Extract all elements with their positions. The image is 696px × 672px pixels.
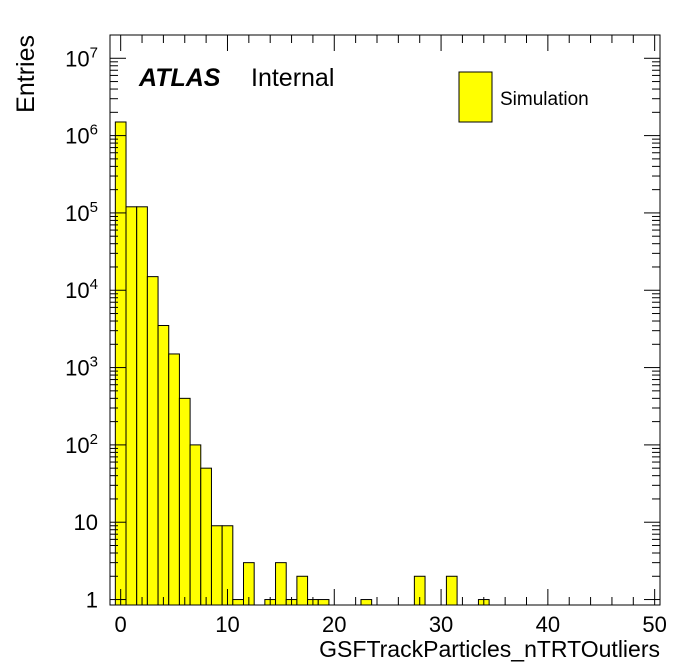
histogram-bar	[178, 397, 191, 606]
histogram-bar	[114, 121, 127, 606]
histogram-bar	[168, 353, 180, 606]
x-tick-label: 10	[215, 612, 239, 637]
y-tick-label: 103	[65, 354, 98, 381]
legend-swatch	[458, 71, 493, 123]
histogram-bar	[296, 575, 309, 606]
y-tick-label: 105	[65, 199, 98, 226]
histogram-bar	[125, 206, 138, 606]
x-tick-label: 40	[536, 612, 560, 637]
histogram-bar	[317, 599, 330, 606]
tick-labels-layer: 0 10 20 30 40 50 1 10 102 103 104 105 106 107	[65, 44, 667, 637]
histogram-bar	[146, 276, 159, 606]
y-tick-label: 1	[86, 588, 98, 613]
legend-label: Simulation	[500, 89, 589, 110]
histogram-bar	[360, 599, 373, 606]
atlas-label: ATLAS	[138, 64, 221, 92]
x-tick-label: 50	[642, 612, 666, 637]
histogram-bar	[275, 562, 287, 606]
histogram-bar	[136, 206, 148, 606]
plot-frame	[109, 34, 661, 606]
x-tick-label: 30	[429, 612, 453, 637]
histogram-bar	[157, 325, 170, 606]
x-tick-label: 20	[322, 612, 346, 637]
y-tick-label: 102	[65, 431, 98, 458]
histogram-bar	[445, 575, 458, 606]
y-axis-title: Entries	[12, 35, 40, 113]
y-tick-label: 107	[65, 44, 98, 71]
y-tick-label: 106	[65, 122, 98, 149]
x-axis-title: GSFTrackParticles_nTRTOutliers	[319, 636, 660, 662]
histogram-bar	[189, 444, 202, 606]
ticks-layer	[110, 34, 660, 605]
bars-layer	[114, 121, 490, 606]
y-tick-label: 10	[74, 510, 98, 535]
internal-label: Internal	[251, 64, 334, 92]
histogram-bar	[210, 525, 223, 606]
y-tick-label: 104	[65, 276, 98, 303]
x-tick-label: 0	[115, 612, 127, 637]
histogram-bar	[232, 599, 244, 606]
histogram-bar	[200, 467, 212, 606]
